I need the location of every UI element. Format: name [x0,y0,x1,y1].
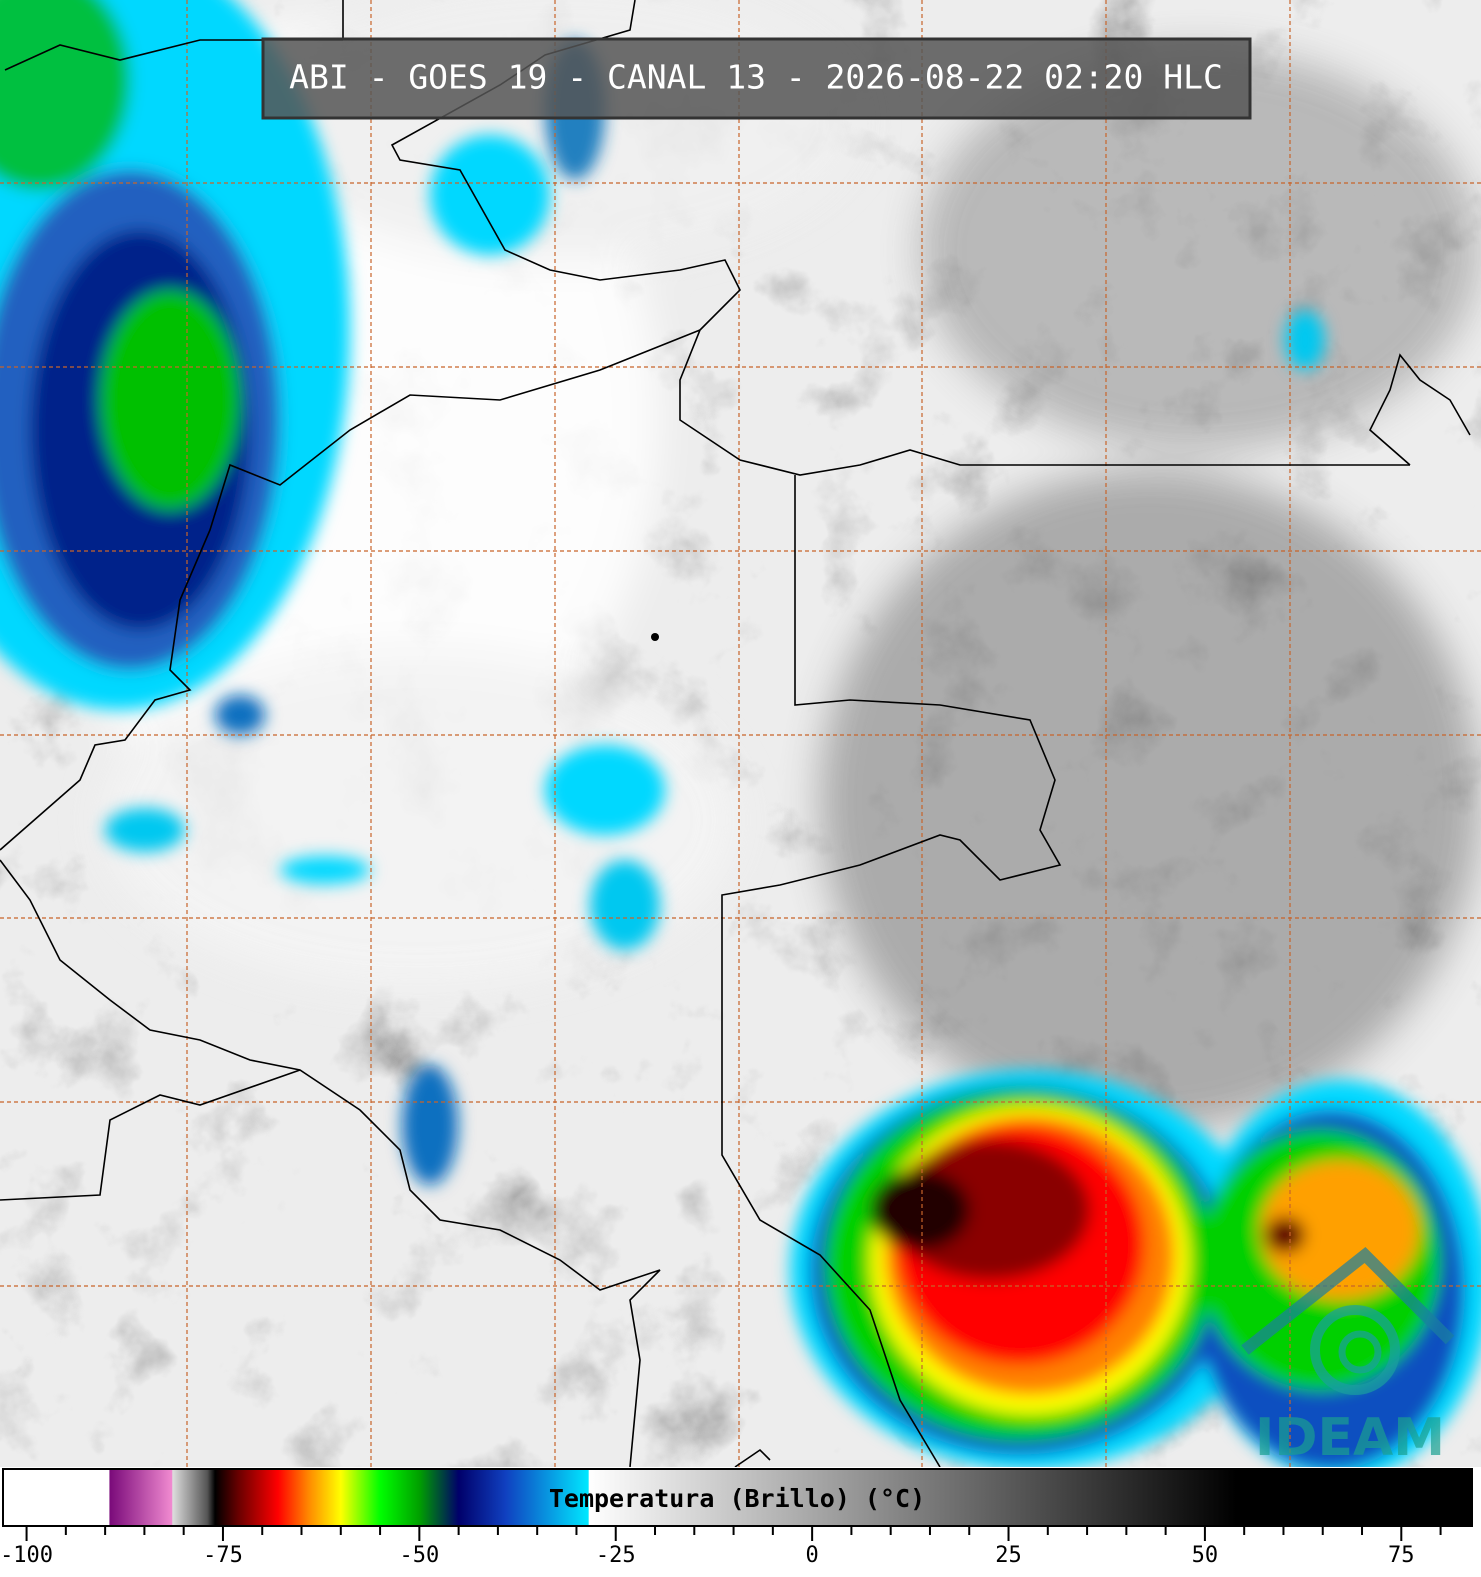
borders [0,0,1471,1467]
colorbar-tick-label: -50 [399,1543,439,1568]
colorbar-ticks: -100 -75 -50 -25 0 25 50 75 [0,1527,1442,1568]
colorbar-tick-label: 25 [995,1543,1022,1568]
satellite-map: IDEAM [0,0,1481,1468]
colorbar-label: Temperatura (Brillo) (°C) [549,1484,925,1513]
logo-text: IDEAM [1255,1408,1445,1468]
colorbar-tick-label: -100 [0,1543,53,1568]
colorbar-tick-label: -25 [596,1543,636,1568]
colorbar-tick-label: 0 [806,1543,819,1568]
colorbar-tick-label: 75 [1388,1543,1415,1568]
colorbar-tick-label: -75 [203,1543,243,1568]
colorbar-tick-label: 50 [1192,1543,1219,1568]
colorbar [2,1468,1473,1527]
title: ABI - GOES 19 - CANAL 13 - 2026-08-22 02… [289,58,1223,97]
title-box [261,37,1252,120]
logo: IDEAM [1241,1246,1455,1468]
